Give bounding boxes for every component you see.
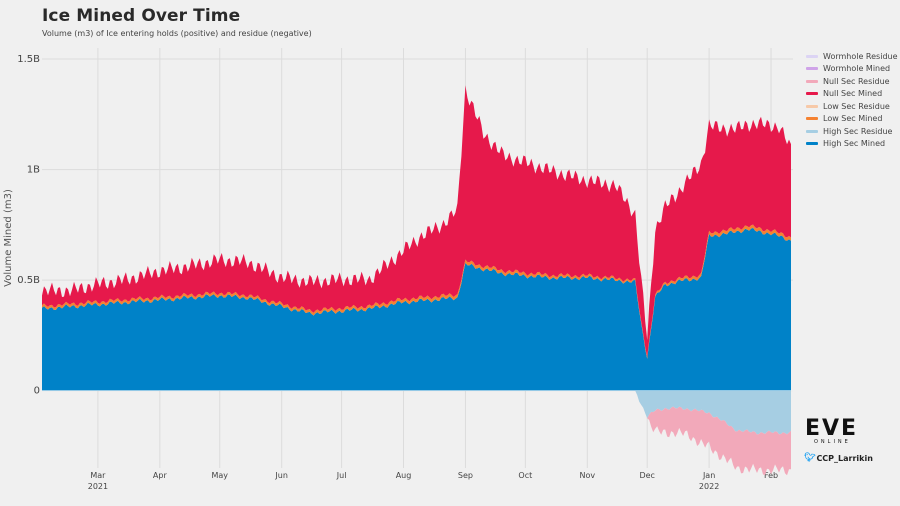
x-tick-year: 2022 [699, 482, 719, 491]
eve-online-logo: EVE [805, 416, 859, 441]
legend-item[interactable]: Null Sec Residue [806, 75, 898, 88]
x-tick-label: Aug [396, 471, 412, 480]
area-null-sec-mined [42, 85, 791, 358]
x-tick-label: Feb [764, 471, 778, 480]
x-tick-label: Jul [336, 471, 347, 480]
y-tick-label: 1.5B [17, 54, 40, 65]
legend-swatch [806, 117, 818, 121]
twitter-handle: CCP_Larrikin [816, 453, 873, 463]
twitter-bird-icon: 🐦︎ [804, 453, 816, 463]
legend-item[interactable]: Null Sec Mined [806, 88, 898, 101]
y-tick-label: 1B [27, 165, 40, 176]
legend-swatch [806, 67, 818, 71]
x-tick-label: Jun [274, 471, 288, 480]
legend-label: Wormhole Mined [823, 64, 891, 74]
x-tick-label: Apr [153, 471, 168, 480]
x-tick-label: Oct [518, 471, 532, 480]
chart-legend: Wormhole Residue Wormhole Mined Null Sec R… [806, 50, 898, 150]
chart-title: Ice Mined Over Time [42, 6, 241, 26]
legend-label: High Sec Residue [823, 126, 893, 136]
legend-label: Null Sec Mined [823, 89, 883, 99]
legend-swatch [806, 104, 818, 108]
legend-swatch [806, 54, 818, 58]
legend-label: Null Sec Residue [823, 76, 890, 86]
legend-swatch [806, 142, 818, 146]
y-tick-label: 0.5B [17, 275, 40, 286]
twitter-credit: 🐦︎ CCP_Larrikin [804, 453, 873, 463]
x-tick-label: May [211, 471, 228, 480]
x-tick-label: Jan [702, 471, 715, 480]
legend-label: Low Sec Mined [823, 114, 883, 124]
legend-item[interactable]: High Sec Residue [806, 125, 898, 138]
x-tick-label: Dec [639, 471, 654, 480]
eve-online-logo-sub: ONLINE [814, 439, 851, 445]
legend-label: Low Sec Residue [823, 101, 890, 111]
x-tick-label: Sep [458, 471, 473, 480]
legend-item[interactable]: Low Sec Mined [806, 113, 898, 126]
legend-item[interactable]: Low Sec Residue [806, 100, 898, 113]
y-axis-label: Volume Mined (m3) [3, 189, 14, 287]
legend-item[interactable]: High Sec Mined [806, 138, 898, 151]
legend-swatch [806, 79, 818, 83]
y-tick-label: 0 [34, 386, 40, 397]
legend-label: Wormhole Residue [823, 51, 898, 61]
legend-swatch [806, 92, 818, 96]
legend-item[interactable]: Wormhole Residue [806, 50, 898, 63]
x-tick-label: Mar [90, 471, 106, 480]
x-tick-year: 2021 [88, 482, 108, 491]
chart-subtitle: Volume (m3) of Ice entering holds (posit… [42, 29, 312, 38]
legend-swatch [806, 129, 818, 133]
area-high-sec-mined [42, 227, 791, 391]
x-tick-label: Nov [579, 471, 595, 480]
area-high-sec-residue [42, 390, 791, 435]
legend-label: High Sec Mined [823, 139, 886, 149]
legend-item[interactable]: Wormhole Mined [806, 63, 898, 76]
